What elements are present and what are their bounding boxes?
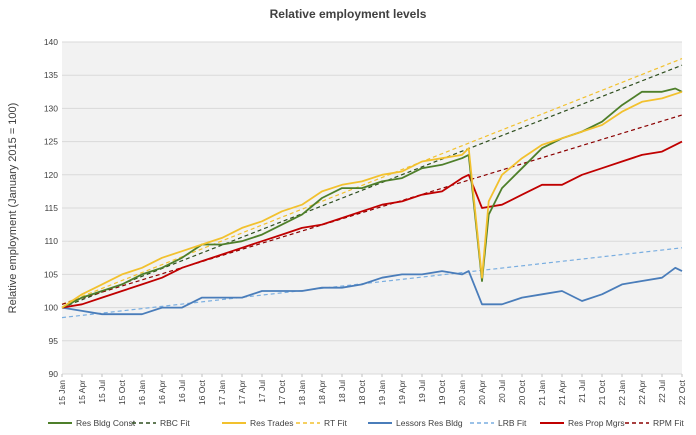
y-tick-label: 140 bbox=[44, 37, 58, 47]
x-tick-label: 18 Jan bbox=[297, 380, 307, 406]
y-tick-label: 120 bbox=[44, 170, 58, 180]
x-tick-label: 19 Jan bbox=[377, 380, 387, 406]
series-line-res-prop-mgrs bbox=[61, 140, 683, 309]
x-tick-label: 22 Jul bbox=[657, 380, 667, 403]
x-tick-label: 18 Apr bbox=[317, 380, 327, 405]
x-tick-label: 21 Jul bbox=[577, 380, 587, 403]
x-tick-label: 17 Apr bbox=[237, 380, 247, 405]
series-lines bbox=[61, 58, 683, 319]
x-tick-label: 20 Apr bbox=[477, 380, 487, 405]
x-tick-label: 15 Oct bbox=[117, 379, 127, 405]
legend-label: Lessors Res Bldg bbox=[396, 418, 463, 428]
y-tick-label: 95 bbox=[49, 336, 59, 346]
x-tick-label: 17 Oct bbox=[277, 379, 287, 405]
x-tick-label: 17 Jul bbox=[257, 380, 267, 403]
series-line-lrb-fit bbox=[61, 247, 683, 319]
x-tick-label: 18 Oct bbox=[357, 379, 367, 405]
series-line-res-trades bbox=[61, 90, 683, 309]
x-tick-label: 20 Oct bbox=[517, 379, 527, 405]
x-tick-label: 19 Apr bbox=[397, 380, 407, 405]
grid-lines bbox=[62, 41, 682, 375]
y-tick-label: 90 bbox=[49, 369, 59, 379]
x-tick-label: 20 Jul bbox=[497, 380, 507, 403]
x-axis-ticks: 15 Jan 15 Apr 15 Jul 15 Oct 16 Jan 16 Apr 16 J… bbox=[57, 374, 687, 406]
y-axis-ticks: 90 95 100 105 110 115 120 125 130 135 140 bbox=[44, 37, 58, 379]
y-tick-label: 110 bbox=[44, 236, 58, 246]
x-tick-label: 22 Apr bbox=[637, 380, 647, 405]
y-tick-label: 115 bbox=[44, 203, 58, 213]
legend-label: Res Trades bbox=[250, 418, 293, 428]
series-line-rpm-fit bbox=[61, 114, 683, 305]
series-line-rt-fit bbox=[61, 58, 683, 305]
x-tick-label: 19 Oct bbox=[437, 379, 447, 405]
y-tick-label: 130 bbox=[44, 103, 58, 113]
legend: Res Bldg Const RBC Fit Res Trades RT Fit Les… bbox=[48, 418, 684, 428]
legend-label: RPM Fit bbox=[653, 418, 684, 428]
legend-label: Res Bldg Const bbox=[76, 418, 136, 428]
y-axis-title: Relative employment (January 2015 = 100) bbox=[7, 103, 19, 314]
x-tick-label: 21 Oct bbox=[597, 379, 607, 405]
x-tick-label: 21 Apr bbox=[557, 380, 567, 405]
series-line-rbc-fit bbox=[61, 64, 683, 309]
x-tick-label: 15 Jan bbox=[57, 380, 67, 406]
series-line-res-bldg-const bbox=[61, 87, 683, 309]
y-tick-label: 135 bbox=[44, 70, 58, 80]
legend-label: RT Fit bbox=[324, 418, 347, 428]
y-tick-label: 125 bbox=[44, 137, 58, 147]
x-tick-label: 16 Jul bbox=[177, 380, 187, 403]
x-tick-label: 19 Jul bbox=[417, 380, 427, 403]
x-tick-label: 15 Jul bbox=[97, 380, 107, 403]
x-tick-label: 22 Oct bbox=[677, 379, 687, 405]
y-tick-label: 105 bbox=[44, 269, 58, 279]
y-tick-label: 100 bbox=[44, 303, 58, 313]
x-tick-label: 22 Jan bbox=[617, 380, 627, 406]
x-tick-label: 16 Oct bbox=[197, 379, 207, 405]
series-line-lessors-res-bldg bbox=[61, 266, 683, 316]
legend-label: RBC Fit bbox=[160, 418, 190, 428]
x-tick-label: 20 Jan bbox=[457, 380, 467, 406]
legend-label: Res Prop Mgrs bbox=[568, 418, 625, 428]
x-tick-label: 17 Jan bbox=[217, 380, 227, 406]
chart-title: Relative employment levels bbox=[270, 7, 427, 21]
legend-label: LRB Fit bbox=[498, 418, 527, 428]
x-tick-label: 21 Jan bbox=[537, 380, 547, 406]
x-tick-label: 16 Jan bbox=[137, 380, 147, 406]
x-tick-label: 18 Jul bbox=[337, 380, 347, 403]
x-tick-label: 15 Apr bbox=[77, 380, 87, 405]
x-tick-label: 16 Apr bbox=[157, 380, 167, 405]
